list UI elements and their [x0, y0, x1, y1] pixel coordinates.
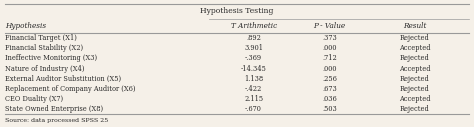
Text: Rejected: Rejected: [400, 54, 429, 62]
Text: .256: .256: [322, 75, 337, 83]
Text: .000: .000: [322, 44, 337, 52]
Text: .892: .892: [246, 34, 261, 42]
Text: Rejected: Rejected: [400, 85, 429, 93]
Text: Accepted: Accepted: [399, 44, 430, 52]
Text: Accepted: Accepted: [399, 65, 430, 73]
Text: CEO Duality (X7): CEO Duality (X7): [5, 95, 63, 103]
Text: .503: .503: [322, 105, 337, 113]
Text: -.670: -.670: [245, 105, 262, 113]
Text: T Arithmetic: T Arithmetic: [230, 22, 277, 30]
Text: Rejected: Rejected: [400, 75, 429, 83]
Text: Hypothesis: Hypothesis: [5, 22, 46, 30]
Text: -14.345: -14.345: [241, 65, 266, 73]
Text: .000: .000: [322, 65, 337, 73]
Text: .673: .673: [322, 85, 337, 93]
Text: 2.115: 2.115: [244, 95, 263, 103]
Text: External Auditor Substitution (X5): External Auditor Substitution (X5): [5, 75, 121, 83]
Text: Nature of Industry (X4): Nature of Industry (X4): [5, 65, 84, 73]
Text: -.369: -.369: [245, 54, 262, 62]
Text: .373: .373: [322, 34, 337, 42]
Text: Rejected: Rejected: [400, 105, 429, 113]
Text: Result: Result: [403, 22, 427, 30]
Text: Accepted: Accepted: [399, 95, 430, 103]
Text: Financial Target (X1): Financial Target (X1): [5, 34, 77, 42]
Text: .036: .036: [322, 95, 337, 103]
Text: Ineffective Monitoring (X3): Ineffective Monitoring (X3): [5, 54, 97, 62]
Text: Financial Stability (X2): Financial Stability (X2): [5, 44, 83, 52]
Text: Replacement of Company Auditor (X6): Replacement of Company Auditor (X6): [5, 85, 135, 93]
Text: Source: data processed SPSS 25: Source: data processed SPSS 25: [5, 118, 108, 123]
Text: 3.901: 3.901: [244, 44, 263, 52]
Text: Hypothesis Testing: Hypothesis Testing: [201, 7, 273, 15]
Text: -.422: -.422: [245, 85, 262, 93]
Text: 1.138: 1.138: [244, 75, 263, 83]
Text: P - Value: P - Value: [313, 22, 346, 30]
Text: State Owned Enterprise (X8): State Owned Enterprise (X8): [5, 105, 103, 113]
Text: Rejected: Rejected: [400, 34, 429, 42]
Text: .712: .712: [322, 54, 337, 62]
